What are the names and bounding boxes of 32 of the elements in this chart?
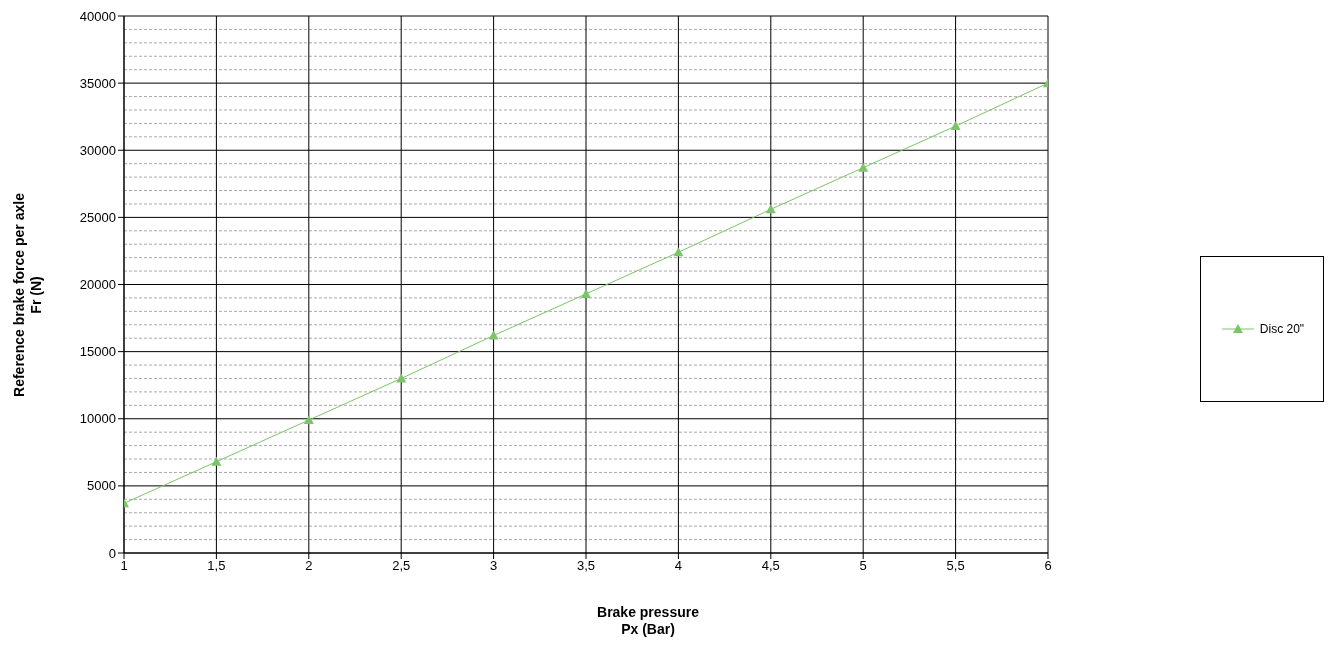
y-tick-label: 40000 (79, 8, 116, 24)
y-tick-label: 20000 (79, 277, 116, 293)
x-axis-title: Brake pressure Px (Bar) (596, 604, 700, 638)
x-tick-label: 2,5 (392, 558, 411, 574)
y-tick-label: 35000 (79, 75, 116, 91)
point (303, 415, 314, 425)
x-tick-label: 3 (489, 558, 498, 574)
point (396, 373, 407, 383)
point (673, 247, 684, 257)
y-tick-label: 5000 (87, 478, 116, 494)
x-tick-label: 1 (120, 558, 128, 574)
x-tick-label: 5 (859, 558, 867, 574)
y-tick-label: 15000 (79, 344, 116, 360)
point (211, 456, 222, 466)
x-tick-label: 4,5 (761, 558, 780, 574)
y-tick-label: 10000 (79, 411, 116, 427)
y-tick-label: 25000 (79, 209, 116, 225)
legend-label: Disc 20" (1259, 321, 1305, 336)
point (950, 121, 961, 131)
x-tick-label: 4 (674, 558, 683, 574)
y-axis-title: Reference brake force per axle Fr (N) (11, 192, 45, 399)
x-tick-label: 5,5 (946, 558, 965, 574)
point (765, 204, 776, 214)
x-tick-label: 6 (1044, 558, 1052, 574)
point (581, 288, 591, 298)
point (858, 162, 869, 172)
y-tick-label: 0 (108, 545, 116, 561)
x-tick-label: 2 (305, 558, 313, 574)
point (488, 330, 499, 340)
x-tick-label: 3,5 (576, 558, 596, 574)
y-tick-label: 30000 (79, 142, 116, 158)
x-tick-label: 1,5 (207, 558, 226, 574)
